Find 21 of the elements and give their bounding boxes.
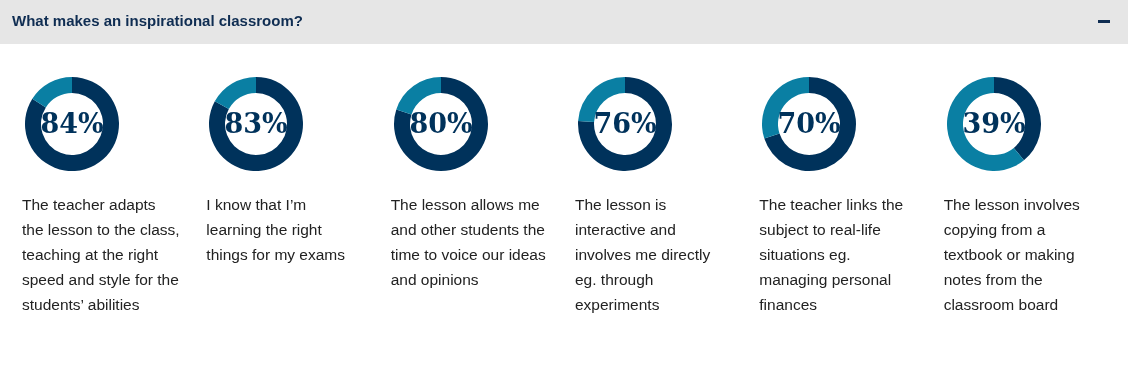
text: I know that I’m learning the right things for my exams bbox=[206, 195, 346, 265]
text: What makes an inspirational classroom? bbox=[12, 12, 303, 29]
data-label: 84% bbox=[40, 108, 104, 139]
data-label: 80% bbox=[409, 108, 473, 139]
data-label: 76% bbox=[593, 108, 657, 139]
text: The lesson allows me and other students the time to voice our ideas and opinions bbox=[390, 195, 547, 290]
donut-slice bbox=[25, 77, 119, 171]
data-label: 70% bbox=[777, 108, 841, 139]
donut-slice bbox=[32, 77, 72, 108]
donut-slice bbox=[578, 77, 672, 171]
text: The teacher links the subject to real-life situations eg. managing personal finances bbox=[759, 195, 905, 315]
donut-slice bbox=[393, 77, 488, 171]
donut-slice bbox=[209, 77, 304, 171]
donut-slice bbox=[215, 77, 257, 110]
data-label: 83% bbox=[224, 108, 288, 139]
donut-slice bbox=[946, 77, 1024, 171]
donut-slice bbox=[764, 77, 857, 171]
data-label: 39% bbox=[962, 108, 1026, 139]
text: The lesson is interactive and involves me directly eg. through experiments bbox=[574, 195, 712, 315]
text: The teacher adapts the lesson to the class, teaching at the right speed and style for the students’ abilities bbox=[22, 195, 180, 315]
text: The lesson involves copying from a textbook or making notes from the classroom board bbox=[943, 195, 1081, 315]
